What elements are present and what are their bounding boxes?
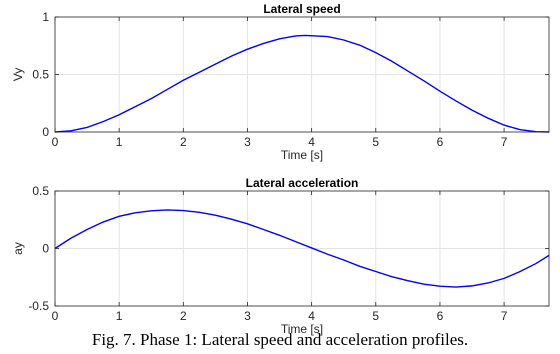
x-tick-label: 0	[52, 309, 59, 323]
x-tick-label: 0	[52, 135, 59, 149]
lateral-speed-chart: 0 1 2 3 4 5 6 7 0 0.5 1 Lateral speed Time [s] Vy	[11, 2, 550, 162]
x-tick-label: 7	[501, 309, 508, 323]
x-tick-label: 6	[437, 309, 444, 323]
x-tick-label: 1	[116, 309, 123, 323]
x-tick-label: 4	[308, 309, 315, 323]
y-tick-label: 0	[42, 242, 49, 256]
y-tick-label: -0.5	[28, 299, 49, 313]
y-axis-label: ay	[11, 242, 25, 255]
y-axis-label: Vy	[11, 68, 25, 82]
x-tick-label: 2	[180, 135, 187, 149]
y-tick-label: 0.5	[32, 184, 49, 198]
x-tick-label: 3	[244, 135, 251, 149]
x-tick-label: 1	[116, 135, 123, 149]
y-tick-label: 0.5	[32, 68, 49, 82]
series-line	[54, 209, 550, 288]
x-tick-label: 5	[372, 309, 379, 323]
y-tick-label: 0	[42, 125, 49, 139]
figure-caption: Fig. 7. Phase 1: Lateral speed and accel…	[91, 330, 469, 349]
y-tick-label: 1	[42, 10, 49, 24]
x-tick-label: 6	[437, 135, 444, 149]
x-tick-label: 5	[372, 135, 379, 149]
chart-title: Lateral acceleration	[246, 176, 359, 190]
x-axis-label: Time [s]	[281, 148, 323, 162]
x-tick-label: 4	[308, 135, 315, 149]
x-tick-label: 2	[180, 309, 187, 323]
x-axis-label: Time [s]	[281, 322, 323, 336]
x-tick-label: 3	[244, 309, 251, 323]
series-line	[54, 34, 550, 133]
chart-title: Lateral speed	[263, 2, 340, 16]
x-tick-label: 7	[501, 135, 508, 149]
